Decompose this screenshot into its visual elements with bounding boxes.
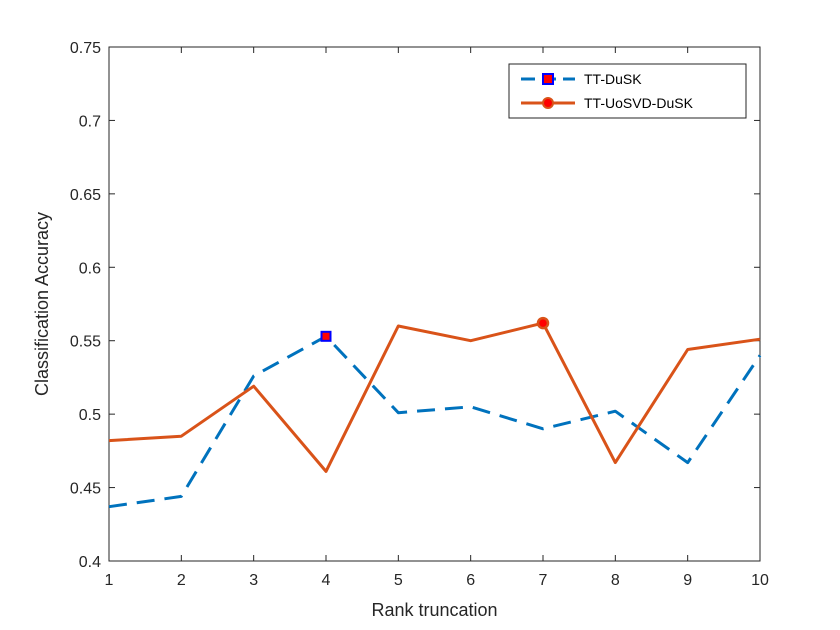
data-point-marker-tt-uosvd-dusk xyxy=(536,316,550,330)
y-tick-label: 0.5 xyxy=(79,407,101,424)
legend-label-tt-uosvd-dusk: TT-UoSVD-DuSK xyxy=(584,95,694,111)
y-tick-label: 0.75 xyxy=(70,40,101,57)
legend-label-tt-dusk: TT-DuSK xyxy=(584,71,642,87)
y-tick-label: 0.7 xyxy=(79,113,101,130)
x-tick-label: 9 xyxy=(683,572,692,589)
y-tick-label: 0.6 xyxy=(79,260,101,277)
x-tick-label: 3 xyxy=(249,572,258,589)
x-tick-label: 5 xyxy=(394,572,403,589)
series-line-tt-uosvd-dusk xyxy=(108,321,761,473)
x-tick-label: 2 xyxy=(177,572,186,589)
legend-item-tt-uosvd-dusk: TT-UoSVD-DuSK xyxy=(521,95,694,111)
legend-item-tt-dusk: TT-DuSK xyxy=(521,71,642,87)
y-tick-label: 0.55 xyxy=(70,334,101,351)
plot-area xyxy=(108,46,761,562)
x-axis-label: Rank truncation xyxy=(371,600,497,620)
series-layer xyxy=(108,316,762,509)
legend: TT-DuSK TT-UoSVD-DuSK xyxy=(508,63,747,119)
data-point-marker-tt-dusk xyxy=(320,330,332,342)
y-axis-label: Classification Accuracy xyxy=(32,212,52,396)
y-tick-label: 0.45 xyxy=(70,481,101,498)
x-tick-label: 4 xyxy=(322,572,331,589)
x-tick-label: 6 xyxy=(466,572,475,589)
x-tick-label: 10 xyxy=(751,572,769,589)
legend-marker-circle xyxy=(542,97,554,109)
y-tick-label: 0.65 xyxy=(70,187,101,204)
y-tick-label: 0.4 xyxy=(79,554,101,571)
x-tick-label: 8 xyxy=(611,572,620,589)
x-axis-ticks: 1 2 3 4 5 6 7 8 9 10 xyxy=(105,47,769,589)
x-tick-label: 1 xyxy=(105,572,114,589)
legend-marker-square xyxy=(542,73,554,85)
y-axis-ticks: 0.4 0.45 0.5 0.55 0.6 0.65 0.7 0.75 xyxy=(70,40,760,571)
x-tick-label: 7 xyxy=(539,572,548,589)
series-line-tt-dusk xyxy=(108,334,762,509)
